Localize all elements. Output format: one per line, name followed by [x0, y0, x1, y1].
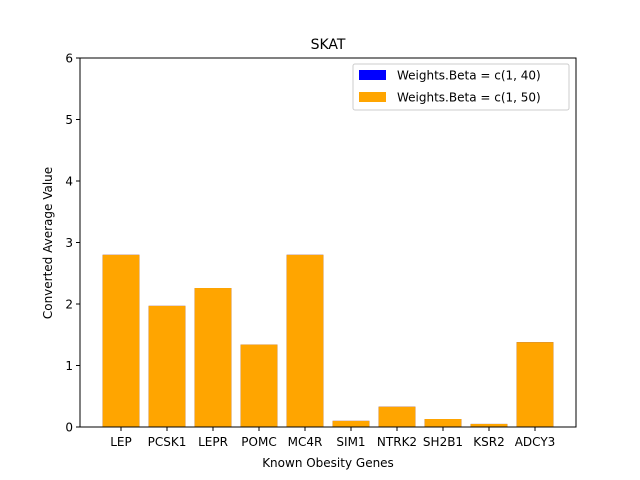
chart-title: SKAT: [311, 37, 346, 53]
x-tick-label-sh2b1: SH2B1: [423, 435, 463, 449]
y-axis-label: Converted Average Value: [41, 167, 55, 319]
x-axis: LEP PCSK1 LEPR POMC MC4R SIM1 NTRK2 SH2B1 KSR2 AD…: [110, 427, 555, 449]
legend: Weights.Beta = c(1, 40) Weights.Beta = c(…: [352, 63, 570, 111]
x-tick-label-mc4r: MC4R: [288, 435, 323, 449]
x-tick-label-ksr2: KSR2: [473, 435, 504, 449]
bar-series2-lepr: [194, 288, 232, 427]
x-tick-label-lepr: LEPR: [198, 435, 228, 449]
y-tick-label: 5: [65, 113, 73, 127]
bar-series2-pcsk1: [148, 305, 186, 427]
y-tick-label: 3: [65, 236, 73, 250]
bar-series2-lep: [102, 254, 140, 427]
bar-series2-ntrk2: [378, 406, 416, 427]
legend-swatch-series1: [359, 70, 386, 80]
bar-series2-sim1: [332, 420, 370, 427]
legend-swatch-series2: [359, 92, 386, 102]
y-tick-label: 2: [65, 298, 73, 312]
bars-layer: [102, 254, 554, 427]
x-axis-label: Known Obesity Genes: [262, 456, 394, 470]
y-axis: 0 1 2 3 4 5 6: [65, 52, 80, 435]
x-tick-label-pomc: POMC: [241, 435, 276, 449]
legend-box: [352, 63, 570, 111]
x-tick-label-pcsk1: PCSK1: [148, 435, 187, 449]
bar-series2-pomc: [240, 344, 278, 427]
bar-series2-mc4r: [286, 254, 324, 427]
legend-label-series1: Weights.Beta = c(1, 40): [397, 69, 541, 83]
y-tick-label: 6: [65, 52, 73, 66]
bar-series2-adcy3: [516, 342, 554, 427]
y-tick-label: 1: [65, 359, 73, 373]
x-tick-label-sim1: SIM1: [336, 435, 365, 449]
x-tick-label-ntrk2: NTRK2: [377, 435, 417, 449]
x-tick-label-lep: LEP: [110, 435, 132, 449]
legend-label-series2: Weights.Beta = c(1, 50): [397, 91, 541, 105]
x-tick-label-adcy3: ADCY3: [515, 435, 556, 449]
bar-series2-sh2b1: [424, 419, 462, 427]
bar-series2-ksr2: [470, 423, 508, 427]
y-tick-label: 0: [65, 421, 73, 435]
y-tick-label: 4: [65, 175, 73, 189]
